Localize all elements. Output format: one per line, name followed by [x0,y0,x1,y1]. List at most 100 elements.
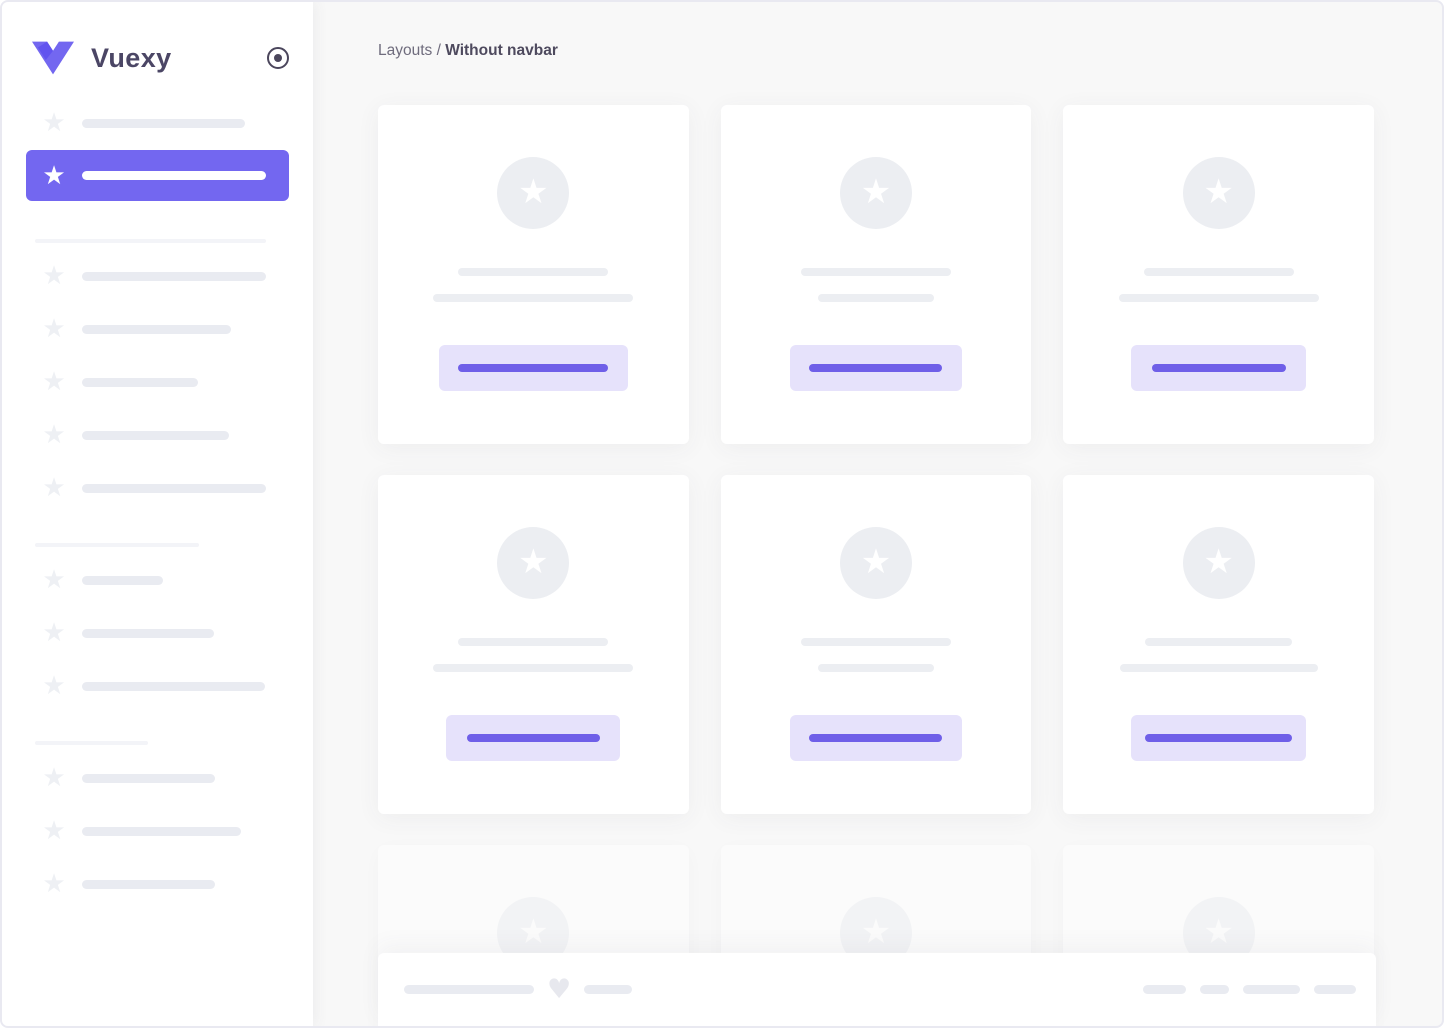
star-icon: ★ [42,473,66,503]
card-avatar-circle: ★ [839,157,912,229]
card-button[interactable] [1131,345,1307,391]
card-title-placeholder [800,268,951,276]
card-title-placeholder [458,638,609,646]
menu-item-placeholder [82,171,266,180]
card: ★ [1063,105,1374,444]
card-avatar-circle: ★ [497,527,570,599]
star-icon: ★ [42,763,66,793]
card-button[interactable] [1131,715,1307,761]
breadcrumb-page: Without navbar [445,42,558,59]
card: ★ [378,475,689,814]
sidebar-menu-item[interactable]: ★ [2,471,313,505]
card: ★ [1063,475,1374,814]
radio-dot-icon[interactable] [267,47,289,69]
star-icon: ★ [42,160,66,191]
star-icon: ★ [42,816,66,846]
menu-item-placeholder [82,879,215,889]
footer-text-placeholder-1 [404,985,534,994]
star-icon: ★ [518,541,549,582]
card-button-label-placeholder [1145,734,1293,742]
logo-text: Vuexy [91,42,172,73]
footer-links [1143,985,1356,994]
logo[interactable]: Vuexy [2,2,313,76]
menu-section-divider [35,543,199,547]
star-icon: ★ [42,671,66,701]
breadcrumb: Layouts / Without navbar [378,42,1374,59]
card-subtitle-placeholder [1119,664,1318,672]
card-avatar-circle: ★ [839,527,912,599]
card-button-label-placeholder [809,364,943,372]
star-icon: ★ [860,911,892,952]
sidebar-menu-item[interactable]: ★ [2,669,313,703]
footer-link-placeholder [1143,985,1186,994]
star-icon: ★ [42,108,66,138]
card-subtitle-placeholder [817,294,934,302]
sidebar-menu-item[interactable]: ★ [2,365,313,399]
card-button-label-placeholder [1151,364,1286,372]
menu-item-placeholder [82,826,241,836]
star-icon: ★ [42,869,66,899]
sidebar-menu-item[interactable]: ★ [2,867,313,901]
sidebar-nav: ★ ★ ★ ★ ★ ★ ★ ★ ★ ★ ★ ★ ★ [2,76,313,901]
card-button-label-placeholder [458,364,609,372]
menu-section-divider [35,741,148,745]
card-subtitle-placeholder [1118,294,1319,302]
card-avatar-circle: ★ [1182,527,1255,599]
sidebar-menu-item-active[interactable]: ★ [26,150,289,201]
menu-item-placeholder [82,483,266,493]
card-button[interactable] [438,345,628,391]
footer-link-placeholder [1314,985,1356,994]
sidebar-menu-item[interactable]: ★ [2,312,313,346]
card: ★ [720,475,1032,814]
star-icon: ★ [42,314,66,344]
menu-item-placeholder [82,628,214,638]
footer-link-placeholder [1200,985,1229,994]
star-icon: ★ [1203,541,1234,582]
menu-item-placeholder [82,324,231,334]
star-icon: ★ [1203,911,1234,952]
card-title-placeholder [1145,638,1293,646]
menu-item-placeholder [82,377,198,387]
sidebar-menu-item[interactable]: ★ [2,563,313,597]
heart-icon: ♥ [547,974,572,1005]
menu-item-placeholder [82,575,163,585]
menu-item-placeholder [82,118,245,128]
card: ★ [720,105,1032,444]
sidebar-menu-item[interactable]: ★ [2,106,313,140]
star-icon: ★ [1203,171,1234,212]
star-icon: ★ [518,171,549,212]
sidebar-menu-item[interactable]: ★ [2,761,313,795]
card: ★ [378,105,689,444]
sidebar-menu-item[interactable]: ★ [2,616,313,650]
card-title-placeholder [800,638,951,646]
star-icon: ★ [42,420,66,450]
card-subtitle-placeholder [433,294,634,302]
main-content: Layouts / Without navbar ★ ★ ★ ★ [313,2,1442,1026]
menu-item-placeholder [82,681,265,691]
star-icon: ★ [860,541,892,582]
cards-grid: ★ ★ ★ ★ ★ [378,105,1374,1026]
card-button[interactable] [789,715,962,761]
menu-section-divider [35,239,266,243]
menu-item-placeholder [82,271,266,281]
sidebar-menu-item[interactable]: ★ [2,259,313,293]
menu-item-placeholder [82,773,215,783]
vuexy-logo-icon [32,41,74,75]
card-button[interactable] [789,345,962,391]
sidebar-menu-item[interactable]: ★ [2,418,313,452]
star-icon: ★ [518,911,549,952]
card-avatar-circle: ★ [497,157,570,229]
sidebar: Vuexy ★ ★ ★ ★ ★ ★ ★ ★ ★ ★ ★ ★ ★ [2,2,313,1026]
card-button[interactable] [446,715,621,761]
star-icon: ★ [42,367,66,397]
breadcrumb-section[interactable]: Layouts [378,42,433,59]
sidebar-menu-item[interactable]: ★ [2,814,313,848]
card-button-label-placeholder [809,734,943,742]
card-avatar-circle: ★ [1182,157,1255,229]
card-title-placeholder [1143,268,1294,276]
star-icon: ★ [860,171,892,212]
card-title-placeholder [458,268,609,276]
footer-link-placeholder [1243,985,1300,994]
menu-item-placeholder [82,430,229,440]
